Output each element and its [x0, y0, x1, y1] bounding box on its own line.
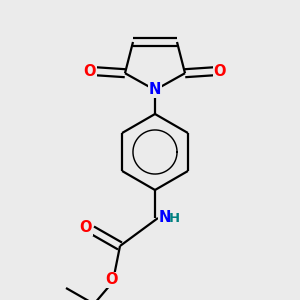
Text: N: N	[159, 211, 171, 226]
Text: O: O	[80, 220, 92, 236]
Text: O: O	[84, 64, 96, 79]
Text: O: O	[214, 64, 226, 79]
Text: H: H	[168, 212, 180, 226]
Text: N: N	[149, 82, 161, 98]
Text: O: O	[105, 272, 117, 287]
